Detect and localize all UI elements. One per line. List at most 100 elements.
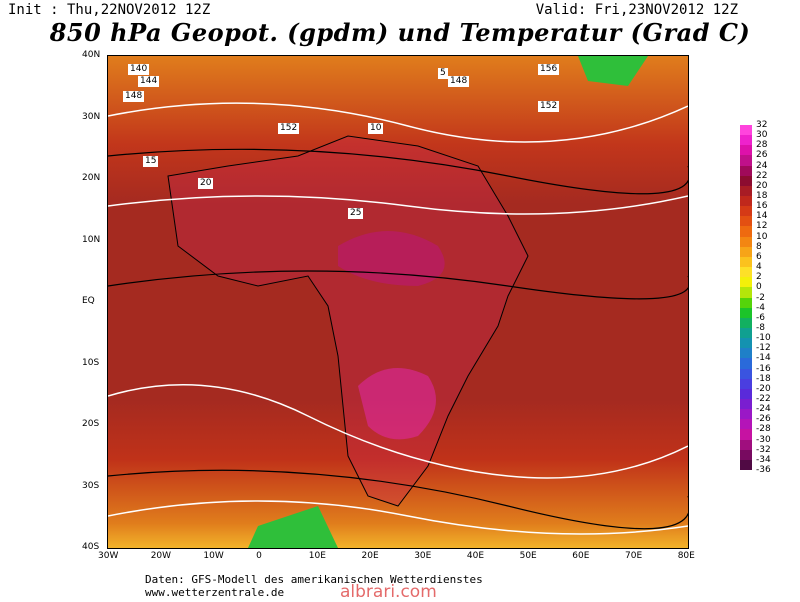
colorbar-label: 4	[756, 262, 762, 273]
colorbar-segment	[740, 297, 752, 309]
colorbar-segment	[740, 307, 752, 319]
colorbar-segment	[740, 449, 752, 461]
map-label: 140	[128, 64, 150, 75]
valid-time: Valid: Fri,23NOV2012 12Z	[535, 2, 738, 18]
map-label: 144	[138, 76, 160, 87]
colorbar-segment	[740, 206, 752, 217]
colorbar-segment	[740, 165, 752, 177]
map-label: 156	[538, 64, 560, 75]
lon-tick: 60E	[572, 551, 590, 561]
colorbar-segment	[740, 226, 752, 238]
colorbar-label: 14	[756, 211, 768, 222]
colorbar-segment	[740, 125, 752, 136]
lat-tick: 40S	[82, 542, 100, 552]
colorbar-segment	[740, 398, 752, 410]
colorbar-segment	[740, 135, 752, 146]
colorbar-segment	[740, 236, 752, 248]
map-label: 10	[368, 123, 384, 134]
lat-tick: EQ	[82, 296, 95, 306]
colorbar-label: 30	[756, 130, 768, 141]
map-label: 5	[438, 68, 448, 79]
colorbar-label: -32	[756, 444, 771, 455]
colorbar-segment	[740, 145, 752, 156]
colorbar-segment	[740, 287, 752, 298]
colorbar-label: -6	[756, 312, 765, 323]
lon-tick: 30W	[98, 551, 119, 561]
lat-tick: 10N	[82, 234, 101, 245]
map-overlay	[108, 56, 688, 548]
colorbar-segment	[740, 175, 752, 187]
colorbar-label: 12	[756, 221, 768, 232]
colorbar	[740, 125, 752, 471]
colorbar-label: -8	[756, 322, 765, 333]
lat-tick: 20N	[82, 173, 101, 183]
lon-tick: 80E	[677, 551, 695, 561]
colorbar-segment	[740, 277, 752, 288]
map-label: 148	[123, 91, 145, 102]
colorbar-segment	[740, 459, 752, 471]
colorbar-segment	[740, 155, 752, 167]
colorbar-segment	[740, 338, 752, 349]
watermark: albrari.com	[340, 582, 437, 602]
colorbar-label: 24	[756, 160, 768, 171]
colorbar-segment	[740, 409, 752, 420]
colorbar-label: 20	[756, 180, 768, 191]
init-time: Init : Thu,22NOV2012 12Z	[8, 2, 211, 18]
colorbar-label: -12	[756, 343, 771, 354]
colorbar-label: -10	[756, 333, 771, 344]
colorbar-label: 0	[756, 282, 762, 293]
map-label: 25	[348, 208, 364, 219]
colorbar-label: -26	[756, 414, 771, 425]
colorbar-label: -20	[756, 383, 771, 394]
lon-tick: 70E	[625, 551, 643, 561]
colorbar-label: 8	[756, 241, 762, 252]
source-url: www.wetterzentrale.de	[145, 586, 285, 599]
colorbar-label: -4	[756, 302, 765, 313]
colorbar-segment	[740, 267, 752, 278]
colorbar-segment	[740, 388, 752, 400]
data-source: Daten: GFS-Modell des amerikanischen Wet…	[145, 573, 483, 586]
colorbar-label: 28	[756, 140, 768, 151]
map-label: 152	[278, 123, 300, 134]
weather-map: 140 144 148 152 10 15 20 25 5 148 152 15…	[107, 55, 689, 549]
colorbar-segment	[740, 368, 752, 380]
lat-tick: 40N	[82, 50, 101, 60]
colorbar-segment	[740, 378, 752, 390]
colorbar-segment	[740, 419, 752, 430]
colorbar-label: 10	[756, 231, 768, 242]
colorbar-segment	[740, 327, 752, 339]
lat-tick: 20S	[82, 419, 100, 429]
lon-tick: 20E	[361, 551, 379, 561]
colorbar-label: -22	[756, 393, 771, 404]
colorbar-label: -2	[756, 292, 765, 303]
lat-tick: 30S	[82, 480, 100, 491]
lat-tick: 30N	[82, 111, 101, 122]
lon-tick: 0	[256, 551, 262, 561]
colorbar-segment	[740, 358, 752, 370]
map-label: 20	[198, 178, 214, 189]
lon-tick: 10W	[203, 551, 224, 561]
colorbar-segment	[740, 429, 752, 441]
colorbar-label: -18	[756, 373, 771, 384]
colorbar-segment	[740, 256, 752, 268]
map-label: 152	[538, 101, 560, 112]
colorbar-label: -28	[756, 424, 771, 435]
colorbar-label: -24	[756, 404, 771, 415]
colorbar-label: -34	[756, 454, 771, 465]
colorbar-segment	[740, 246, 752, 258]
colorbar-label: 32	[756, 120, 768, 130]
lon-tick: 10E	[308, 551, 326, 561]
colorbar-segment	[740, 196, 752, 207]
colorbar-segment	[740, 317, 752, 329]
map-label: 15	[143, 156, 159, 167]
lon-tick: 40E	[466, 551, 485, 561]
colorbar-label: 22	[756, 170, 768, 181]
lon-tick: 20W	[150, 551, 172, 561]
colorbar-label: -14	[756, 353, 771, 364]
lat-tick: 10S	[82, 357, 100, 368]
colorbar-label: -16	[756, 363, 771, 374]
colorbar-label: 18	[756, 191, 768, 202]
map-title: 850 hPa Geopot. (gpdm) und Temperatur (G…	[49, 18, 751, 47]
map-label: 148	[448, 76, 470, 87]
lon-tick: 50E	[519, 551, 537, 561]
